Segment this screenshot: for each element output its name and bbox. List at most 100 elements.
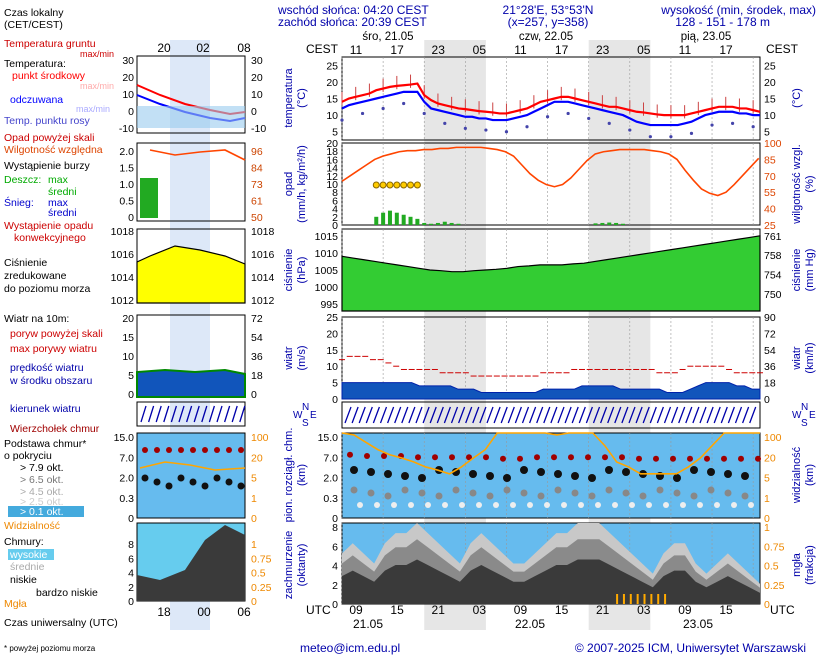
wind-direction-arrow [720,406,728,424]
cloud-top-point [738,455,744,462]
cloud-top-point [755,455,761,462]
precip-bar [442,221,447,225]
precip-bar [456,223,461,225]
cloud-base-point-grey [605,486,613,494]
legend-wind-mean2: w środku obszaru [9,375,92,387]
cloud-base-point-light [663,502,669,508]
cloud-layer-2 [342,559,760,604]
hour-top-5: 17 [555,43,569,57]
wind-tick-r-0: 90 [764,312,776,324]
mini-vis-r-1: 20 [251,452,263,464]
mini-fog-r-3: 0.25 [251,582,272,594]
legend-okt45: > 4.5 okt. [20,486,64,498]
wind-tick-r-5: 0 [764,394,770,406]
mini-fog-r-2: 0.5 [251,568,266,580]
mini-hum-r-3: 61 [251,196,263,208]
cest-label-left: CEST [306,42,339,56]
cb-tick-l-3: 0.3 [323,493,338,505]
coords-text: 21°28'E, 53°53'N [503,3,594,17]
mini-cloud-area [137,525,245,601]
storm-marker [413,181,421,189]
legend-precip-above: Opad powyżej skali [4,132,94,144]
hour-bottom-5: 15 [555,603,569,617]
wind-direction-arrow [678,406,686,424]
mini-temp-l-2: 10 [122,89,134,101]
legend-clouds: Chmury: [4,536,44,548]
mini-temp-r-0: 30 [251,55,263,67]
temp-tick-r-1: 20 [764,77,776,89]
wind-direction-arrow [592,406,601,424]
wind-direction-arrow [344,406,352,424]
compass-s-left: S [302,418,309,429]
cloud-top-point [449,454,455,461]
precip-bar [387,210,392,225]
pres-tick-r-3: 750 [764,289,782,301]
wind-direction-arrow [521,406,530,424]
cloud-base-point-light [357,502,363,508]
cloud-base-point [520,466,528,474]
hour-top-4: 11 [514,43,527,57]
hour-bottom-3: 03 [473,603,487,617]
mini-wind-arrow [208,405,216,423]
prec-tick-l-10: 0 [332,220,338,232]
wind-direction-arrow [465,406,473,424]
mini-visibility-line [139,461,246,471]
legend-gust-max: max porywy wiatru [10,343,97,355]
cloud-base-point-light [612,502,618,508]
legend-cloud-base2: o pokryciu [4,450,52,462]
legend-temperature: Temperatura: [4,58,66,70]
legend-storm: Wystąpienie burzy [4,160,90,172]
dewpoint-point [504,130,509,134]
mini-pres-l-1: 1016 [111,249,135,261]
temp-tick-l-2: 15 [326,94,338,106]
legend-felt: odczuwana [10,94,63,106]
mini-vis-r-4: 0 [251,513,257,525]
wind-direction-arrow [571,406,579,424]
prec-tick-l-3: 14 [326,163,338,175]
mini-humidity-line [149,149,246,161]
dewpoint-point [607,121,611,125]
wind-direction-arrow [663,406,672,424]
mini-temp-r-2: 10 [251,89,263,101]
legend-mid: średnie [10,561,45,573]
vis-tick-r-0: 100 [764,432,782,444]
cloud-base-point-light [391,502,397,508]
mini-fog-r-0: 1 [251,539,257,551]
vis-tick-r-4: 0 [764,513,770,525]
cloud-base-point-light [425,502,431,508]
footer-email[interactable]: meteo@icm.edu.pl [300,641,400,655]
wind-direction-arrow [628,406,636,424]
mini-bottom-tick-1: 00 [197,605,211,619]
mini-cloud-top-point [142,447,148,453]
wind-direction-arrow [379,406,388,424]
cloud-base-point-grey [537,492,545,500]
cloud-base-point [588,474,596,482]
pres-tick-r-0: 761 [764,231,782,243]
cloud-base-point-grey [503,486,511,494]
mini-cb-l-1: 7.0 [119,452,134,464]
precip-bar [593,223,598,225]
wind-direction-arrow [642,406,650,424]
fog-bar [657,594,660,604]
legend-pressure1: Ciśnienie [4,257,47,269]
hour-top-7: 05 [637,43,651,57]
wind-direction-arrow [585,406,594,424]
wind-direction-arrow [536,406,544,424]
cloud-base-point-grey [707,486,715,494]
cl-tick-l-1: 6 [332,541,338,553]
cloud-base-point-grey [384,492,392,500]
mini-wind-arrow [201,405,208,423]
wind-direction-arrow [436,406,444,424]
legend-fog: Mgła [4,598,27,610]
wind-direction-arrow [706,406,714,424]
wind-title-left2: (m/s) [296,345,308,370]
prec-tick-l-0: 20 [326,138,338,150]
hour-top-3: 05 [473,43,487,57]
legend-gust-above: poryw powyżej skali [10,328,103,340]
hour-bottom-2: 21 [432,603,446,617]
utc-label-left: UTC [306,603,331,617]
precip-bar [422,222,427,225]
mini-hum-r-0: 96 [251,146,263,158]
mini-temp-l-3: 0 [128,106,134,118]
cloud-base-point-grey [588,492,596,500]
